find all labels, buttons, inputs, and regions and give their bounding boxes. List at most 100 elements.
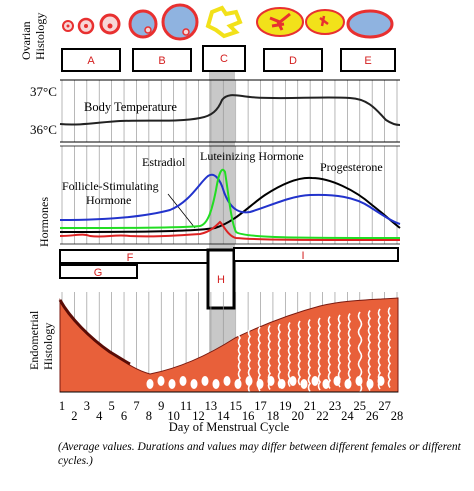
day-tick-label: 16 <box>242 409 255 423</box>
fsh-label-line2: Hormone <box>86 193 131 207</box>
endometrial-gland <box>377 308 381 390</box>
day-tick-label: 19 <box>279 399 292 413</box>
endometrial-gland <box>337 314 341 388</box>
day-tick-label: 17 <box>254 399 267 413</box>
day-tick-label: 13 <box>205 399 218 413</box>
caption-note: (Average values. Durations and values ma… <box>58 441 461 467</box>
gland-opening <box>278 379 286 389</box>
ovulation-band <box>209 48 235 390</box>
gland-opening <box>168 379 176 389</box>
gland-opening <box>157 376 165 386</box>
gland-opening <box>234 379 242 389</box>
phase-bar-i <box>233 247 399 262</box>
day-tick-label: 18 <box>267 409 280 423</box>
endometrial-gland <box>287 322 291 387</box>
day-tick-label: 5 <box>109 399 115 413</box>
gland-opening <box>322 379 330 389</box>
svg-text:G: G <box>94 267 103 279</box>
day-tick-label: 26 <box>366 409 379 423</box>
day-tick-label: 7 <box>133 399 139 413</box>
endometrial-gland <box>237 329 241 387</box>
day-tick-label: 8 <box>146 409 152 423</box>
gland-opening <box>256 379 264 389</box>
lh-curve <box>59 168 401 239</box>
gland-opening <box>146 379 154 389</box>
gland-opening <box>201 376 209 386</box>
day-tick-label: 10 <box>167 409 180 423</box>
gland-opening <box>333 376 341 386</box>
endometrial-gland <box>317 317 321 391</box>
phase-box-a <box>61 48 121 72</box>
gland-opening <box>223 376 231 386</box>
svg-text:D: D <box>289 55 297 67</box>
ovarian-phase-boxes: A B C D E <box>61 45 396 72</box>
gland-opening <box>377 376 385 386</box>
phase-bars: F G H I <box>59 247 399 310</box>
gland-opening <box>355 376 363 386</box>
day-tick-label: 15 <box>229 399 242 413</box>
day-tick-label: 2 <box>71 409 77 423</box>
endometrial-gland <box>347 313 351 386</box>
follicle-antral-icon <box>128 9 158 39</box>
x-axis-title: Day of Menstrual Cycle <box>169 420 290 434</box>
fsh-label-line1: Follicle-Stimulating <box>62 179 159 193</box>
temp-36-label: 36°C <box>30 122 57 137</box>
endometrial-gland <box>327 316 331 389</box>
gland-opening <box>344 379 352 389</box>
day-tick-label: 1 <box>59 399 65 413</box>
day-tick-label: 6 <box>121 409 127 423</box>
phase-box-d <box>263 48 323 72</box>
endometrial-gland <box>367 310 371 391</box>
estradiol-label: Estradiol <box>142 155 186 169</box>
svg-text:I: I <box>301 250 304 262</box>
svg-text:C: C <box>220 53 228 65</box>
hormones-axis-label: Hormones <box>37 197 51 247</box>
day-tick-label: 9 <box>158 399 164 413</box>
body-temperature-curve <box>59 94 401 126</box>
gland-opening <box>311 376 319 386</box>
phase-bar-f <box>59 249 209 264</box>
day-tick-label: 20 <box>291 409 304 423</box>
phase-box-b <box>132 48 192 72</box>
temperature-grid <box>60 80 400 143</box>
gland-opening <box>366 379 374 389</box>
corpus-albicans-icon <box>346 9 394 39</box>
svg-text:A: A <box>87 55 95 67</box>
phase-bar-h <box>206 248 236 310</box>
svg-text:Histology: Histology <box>33 13 47 60</box>
phase-bar-g <box>59 264 138 279</box>
endometrial-glands <box>146 307 391 393</box>
lh-label: Luteinizing Hormone <box>200 149 304 163</box>
svg-text:Histology: Histology <box>41 323 55 370</box>
day-tick-label: 27 <box>378 399 391 413</box>
gland-opening <box>212 379 220 389</box>
endometrial-gland <box>307 319 311 392</box>
day-tick-label: 11 <box>180 399 192 413</box>
svg-text:F: F <box>127 252 134 264</box>
gland-opening <box>190 379 198 389</box>
progesterone-label: Progesterone <box>320 160 383 174</box>
phase-box-e <box>340 48 396 72</box>
svg-text:Ovarian: Ovarian <box>19 21 33 60</box>
day-axis-ticks: 1234567891011121314151617181920212223242… <box>59 399 403 423</box>
follicle-graafian-icon <box>161 3 199 41</box>
svg-text:B: B <box>158 55 165 67</box>
endometrial-gland <box>387 307 391 388</box>
day-tick-label: 21 <box>304 399 317 413</box>
ovarian-histology-label: Ovarian Histology <box>19 13 47 60</box>
ovulation-rupture-icon <box>205 5 243 39</box>
gland-opening <box>245 376 253 386</box>
gland-opening <box>179 376 187 386</box>
temp-37-label: 37°C <box>30 84 57 99</box>
day-tick-label: 28 <box>391 409 404 423</box>
day-tick-label: 22 <box>316 409 329 423</box>
endometrial-histology-label: Endometrial Histology <box>27 310 55 370</box>
svg-text:H: H <box>217 274 225 286</box>
day-tick-label: 25 <box>354 399 367 413</box>
gland-opening <box>300 379 308 389</box>
svg-text:Endometrial: Endometrial <box>27 310 41 370</box>
day-tick-label: 24 <box>341 409 354 423</box>
endometrial-gland <box>277 323 281 389</box>
gland-opening <box>289 376 297 386</box>
